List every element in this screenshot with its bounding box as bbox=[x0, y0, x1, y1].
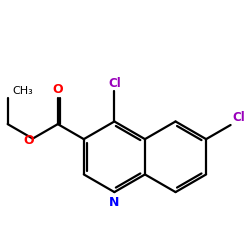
Text: O: O bbox=[52, 82, 63, 96]
Text: CH₃: CH₃ bbox=[12, 86, 33, 96]
Text: O: O bbox=[24, 134, 34, 147]
Text: N: N bbox=[109, 196, 120, 209]
Text: Cl: Cl bbox=[232, 110, 245, 124]
Text: Cl: Cl bbox=[108, 77, 121, 90]
